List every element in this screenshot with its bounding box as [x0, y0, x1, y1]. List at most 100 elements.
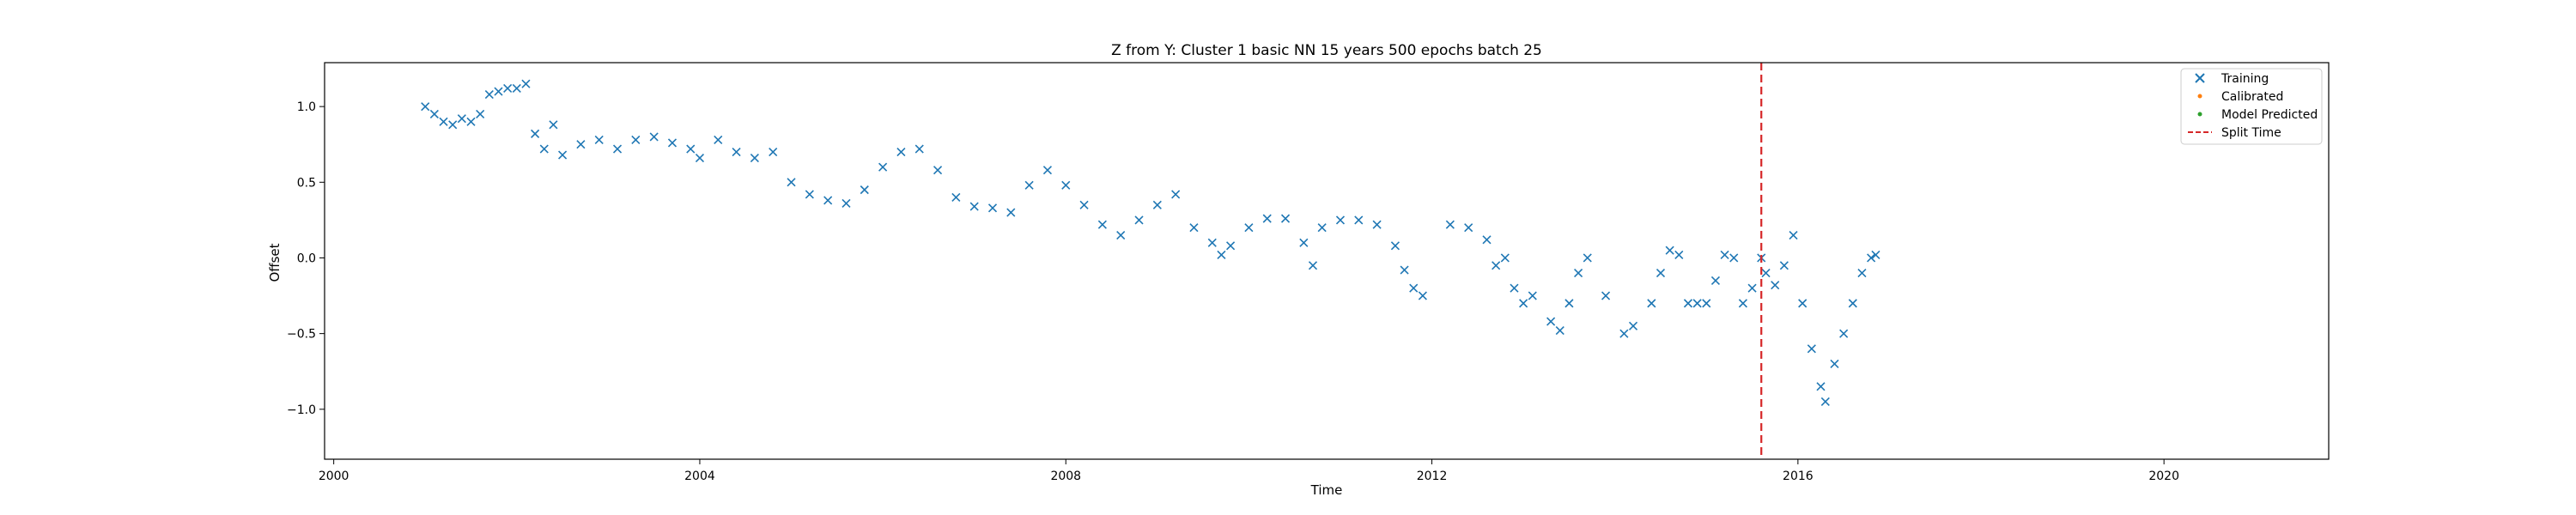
x-tick-label: 2000	[319, 470, 349, 483]
y-tick-label: 0.0	[297, 251, 316, 265]
training-point	[714, 135, 723, 144]
training-point	[484, 89, 494, 100]
training-point	[1354, 215, 1364, 225]
training-point	[1656, 269, 1666, 278]
training-point	[823, 196, 833, 205]
training-point	[1857, 269, 1867, 278]
training-point	[1464, 223, 1473, 233]
training-point	[1116, 230, 1126, 240]
training-point	[649, 132, 659, 142]
training-point	[987, 203, 998, 213]
y-tick-label: 0.5	[297, 176, 316, 190]
training-point	[1217, 250, 1226, 260]
training-point	[933, 166, 943, 175]
training-point	[494, 87, 503, 96]
training-point	[1152, 200, 1162, 209]
training-point	[1683, 299, 1693, 308]
training-point	[1619, 329, 1629, 338]
training-point	[1820, 397, 1830, 407]
training-point	[787, 178, 796, 187]
x-tick-label: 2012	[1417, 470, 1448, 483]
training-point	[631, 135, 641, 144]
training-point	[457, 114, 466, 124]
training-point	[732, 147, 741, 157]
training-point	[1171, 190, 1181, 199]
training-point	[1006, 208, 1016, 217]
training-point	[576, 140, 586, 149]
legend-label-split-time: Split Time	[2221, 126, 2281, 140]
training-point	[686, 144, 696, 154]
training-point	[1555, 326, 1564, 336]
training-point	[594, 135, 604, 144]
training-point	[429, 109, 439, 119]
chart-title: Z from Y: Cluster 1 basic NN 15 years 50…	[1111, 42, 1542, 59]
training-point	[1798, 299, 1807, 308]
training-point	[969, 202, 979, 211]
axis-ticks: 2000 2004 2008 2012 2016 2020 −1.0 −0.5 0.0 0.5 1.…	[287, 100, 2179, 483]
y-tick-label: −1.0	[287, 403, 316, 417]
training-point	[1816, 382, 1826, 391]
training-point	[1528, 291, 1537, 300]
x-axis-label: Time	[1310, 482, 1343, 498]
training-point	[1400, 265, 1409, 275]
training-point	[1546, 317, 1556, 326]
training-point	[914, 144, 924, 154]
legend-marker-model-predicted	[2197, 112, 2202, 117]
training-point	[439, 117, 448, 126]
training-point	[1574, 269, 1583, 278]
training-point	[1871, 250, 1880, 260]
training-point	[512, 83, 521, 94]
training-point	[1390, 241, 1400, 251]
y-axis-label: Offset	[267, 243, 283, 282]
training-point	[448, 120, 458, 130]
legend-entry-training: Training	[2195, 72, 2269, 86]
training-point	[1409, 283, 1419, 293]
training-point	[860, 185, 869, 195]
training-point	[1830, 359, 1839, 368]
training-point	[1317, 223, 1327, 233]
training-point	[1674, 250, 1684, 260]
training-point	[476, 109, 485, 119]
legend-label-model-predicted: Model Predicted	[2221, 108, 2318, 122]
x-tick-label: 2004	[684, 470, 715, 483]
y-tick-label: 1.0	[297, 100, 316, 114]
training-point	[1519, 299, 1528, 308]
training-point	[1299, 238, 1309, 247]
training-point	[1583, 253, 1592, 263]
training-point	[769, 147, 778, 157]
training-point	[1710, 276, 1721, 285]
training-point	[1729, 253, 1739, 263]
training-point	[1779, 261, 1789, 270]
training-point	[1061, 180, 1071, 190]
training-point	[1702, 299, 1711, 308]
training-point	[1308, 261, 1318, 270]
legend-label-calibrated: Calibrated	[2221, 90, 2283, 104]
training-point	[1134, 215, 1144, 225]
x-tick-label: 2016	[1783, 470, 1814, 483]
training-point	[1647, 299, 1656, 308]
training-point	[1244, 223, 1254, 233]
training-point	[1601, 291, 1611, 300]
training-point	[1692, 299, 1702, 308]
training-point	[1500, 253, 1510, 263]
training-point	[612, 144, 623, 154]
legend-box	[2180, 68, 2323, 145]
training-point	[466, 117, 476, 126]
y-tick-label: −0.5	[287, 328, 316, 342]
plot-frame	[324, 62, 2330, 460]
training-point	[1492, 261, 1501, 270]
training-point	[1771, 281, 1780, 290]
training-point	[951, 192, 961, 203]
legend: Training Calibrated Model Predicted Spli…	[2180, 68, 2323, 145]
training-point	[549, 120, 558, 130]
legend-label-training: Training	[2221, 72, 2269, 86]
x-tick-label: 2020	[2148, 470, 2179, 483]
training-point	[878, 162, 888, 172]
training-point	[1189, 223, 1199, 233]
training-point	[421, 102, 430, 112]
training-point	[896, 147, 906, 157]
x-tick-label: 2008	[1050, 470, 1081, 483]
training-point	[1738, 299, 1747, 308]
training-point	[1628, 321, 1638, 330]
